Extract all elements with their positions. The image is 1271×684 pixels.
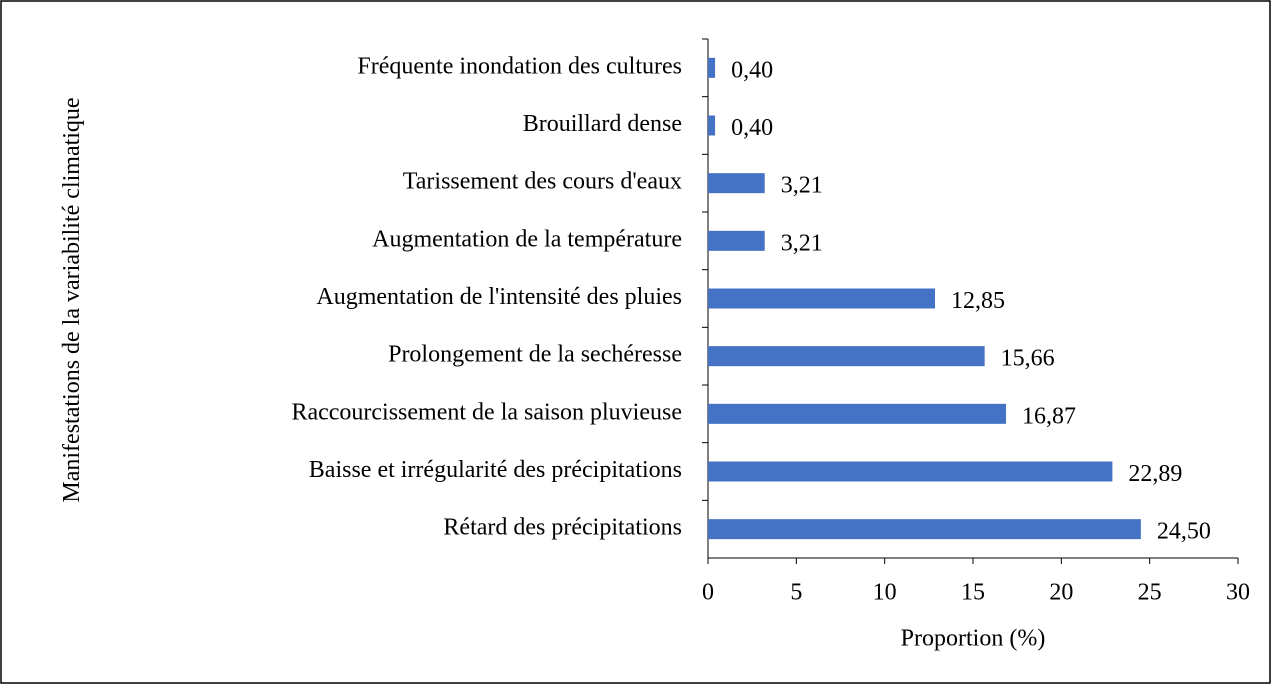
y-tick-label: Prolongement de la sechéresse	[388, 342, 682, 368]
bar	[708, 57, 716, 78]
value-label: 24,50	[1157, 519, 1211, 545]
x-tick-label: 30	[1226, 580, 1250, 606]
x-tick-label: 10	[873, 580, 897, 606]
value-label: 0,40	[731, 57, 773, 83]
y-tick-label: Tarissement des cours d'eaux	[403, 169, 682, 195]
bar	[708, 519, 1141, 540]
value-label: 16,87	[1022, 403, 1076, 429]
value-label: 0,40	[731, 115, 773, 141]
value-label: 15,66	[1001, 346, 1055, 372]
x-axis-title: Proportion (%)	[901, 626, 1046, 652]
y-tick-label: Brouillard dense	[523, 111, 682, 137]
y-tick-label: Augmentation de la température	[372, 226, 682, 252]
bar	[708, 230, 765, 251]
value-label: 22,89	[1128, 461, 1182, 487]
x-tick-label: 15	[961, 580, 985, 606]
x-tick-label: 25	[1138, 580, 1162, 606]
y-tick-label: Raccourcissement de la saison pluvieuse	[291, 399, 682, 425]
value-label: 3,21	[781, 173, 823, 199]
value-label: 3,21	[781, 230, 823, 256]
x-tick-label: 0	[702, 580, 714, 606]
bar	[708, 288, 936, 309]
y-tick-label: Fréquente inondation des cultures	[357, 53, 682, 79]
x-tick-label: 5	[790, 580, 802, 606]
bar	[708, 403, 1007, 424]
bar	[708, 173, 765, 194]
bar	[708, 115, 716, 136]
y-axis-title: Manifestations de la variabilité climati…	[59, 97, 85, 503]
x-tick-label: 20	[1049, 580, 1073, 606]
bar	[708, 461, 1113, 482]
y-tick-label: Baisse et irrégularité des précipitation…	[309, 457, 682, 483]
bar	[708, 346, 985, 367]
y-tick-label: Augmentation de l'intensité des pluies	[316, 284, 682, 310]
value-label: 12,85	[951, 288, 1005, 314]
y-tick-label: Rétard des précipitations	[443, 515, 682, 541]
